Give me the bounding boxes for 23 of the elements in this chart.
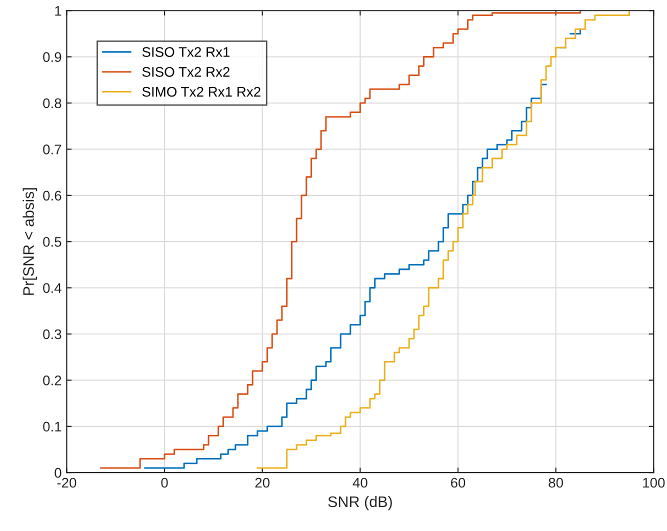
legend-label: SISO Tx2 Rx2 — [142, 66, 230, 77]
y-tick-label: 1 — [55, 6, 62, 16]
y-tick-label: 0.3 — [43, 329, 62, 340]
x-tick-label: -20 — [57, 478, 76, 488]
y-tick-label: 0.8 — [43, 98, 62, 108]
x-tick-label: 80 — [548, 478, 564, 488]
y-tick-label: 0 — [54, 468, 62, 478]
y-tick-label: 0.1 — [43, 422, 62, 432]
x-tick-label: 60 — [450, 478, 466, 488]
legend-label: SISO Tx2 Rx1 — [142, 47, 230, 57]
y-tick-label: 0.4 — [43, 283, 62, 293]
y-tick-label: 0.6 — [43, 190, 62, 201]
y-tick-label: 0.5 — [43, 236, 62, 247]
x-tick-label: 100 — [643, 478, 665, 488]
legend-label: SIMO Tx2 Rx1 Rx2 — [142, 86, 260, 97]
x-tick-label: 20 — [255, 478, 270, 488]
y-tick-label: 0.7 — [43, 144, 62, 154]
x-tick-label: 0 — [161, 478, 168, 488]
x-tick-label: 40 — [352, 478, 368, 488]
y-axis-title: Pr[SNR < absis] — [22, 188, 37, 295]
x-axis-title: SNR (dB) — [328, 496, 392, 510]
y-tick-label: 0.9 — [43, 52, 62, 62]
y-tick-label: 0.2 — [43, 376, 62, 386]
